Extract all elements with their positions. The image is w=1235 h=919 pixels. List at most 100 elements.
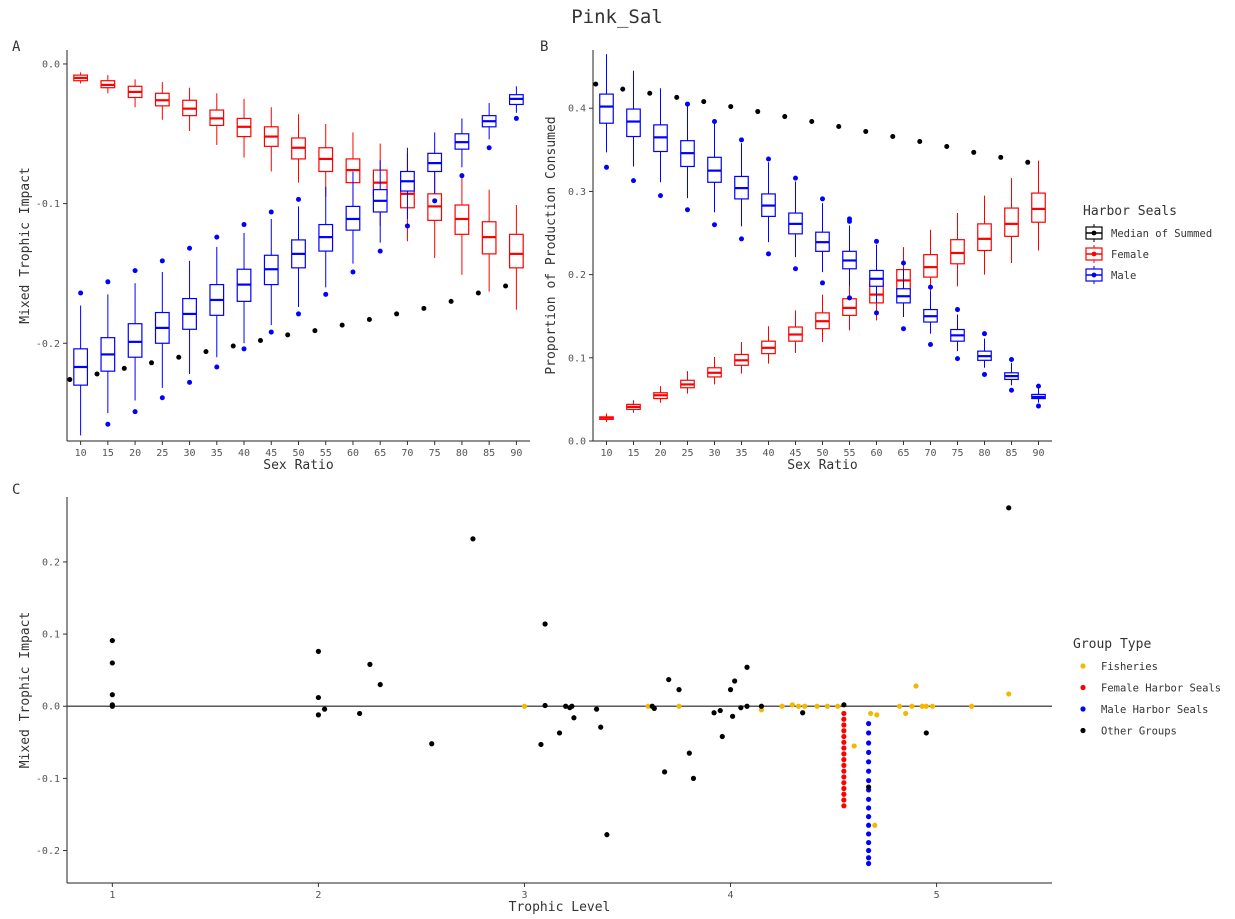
male-harbor-seals-point [866,860,872,867]
male-outlier-point [132,409,138,415]
median-of-summed-point [782,114,788,120]
fisheries-point [872,822,878,828]
fisheries-point [923,703,929,709]
y-tick-label: 0.2 [42,557,60,568]
median-of-summed-point [728,104,734,110]
female-harbor-seals-point [841,762,847,768]
legend-key-dot [1080,727,1086,734]
male-outlier-point [105,279,111,285]
median-of-summed-point [944,144,950,150]
female-harbor-seals-point [841,780,847,786]
male-harbor-seals-point [866,805,872,811]
female-harbor-seals-point [841,728,847,734]
x-tick-label: 80 [456,448,468,459]
panel-tag-c: C [12,482,20,498]
female-harbor-seals-point [841,791,847,797]
male-outlier-point [982,331,987,337]
y-tick-label: 0.2 [568,270,586,281]
male-outlier-point [459,173,465,179]
male-outlier-point [847,216,852,222]
other-groups-point [717,707,723,714]
male-outlier-point [874,238,879,244]
panel-tag-a: A [12,39,21,55]
x-tick-label: 30 [184,448,196,459]
male-outlier-point [631,178,636,184]
legend-label: Male Harbor Seals [1101,704,1208,716]
legend-key-dot [1091,251,1097,257]
legend-key-dot [1080,684,1086,691]
x-tick-label: 75 [429,448,441,459]
median-of-summed-point [971,149,977,155]
y-tick-label: 0.0 [568,437,586,448]
male-outlier-point [793,175,798,181]
male-outlier-point [982,371,987,377]
male-box [599,93,614,124]
median-of-summed-point [448,298,454,304]
other-groups-point [315,648,322,655]
x-axis-title: Sex Ratio [263,458,333,473]
other-groups-point [357,710,363,717]
female-harbor-seals-point [841,745,847,751]
male-harbor-seals-point [866,777,872,784]
male-outlier-point [187,245,193,251]
median-of-summed-point [503,283,509,289]
male-outlier-point [712,119,717,125]
y-tick-label: 0.3 [568,187,586,198]
x-tick-label: 2 [315,890,321,901]
median-of-summed-point [475,290,481,296]
x-tick-label: 60 [870,448,882,459]
other-groups-point [377,681,383,688]
y-tick-label: -0.2 [36,339,60,350]
other-groups-point [744,703,750,709]
other-groups-point [841,702,847,708]
female-box [923,254,938,278]
other-groups-point [732,678,738,684]
x-tick-label: 25 [681,448,693,459]
other-groups-point [866,784,872,790]
fisheries-point [868,710,874,717]
female-box [950,239,965,265]
median-of-summed-point [917,139,923,145]
other-groups-point [690,775,697,781]
panel-a-chart: 0.0 -0.1 -0.2 10 15 20 25 30 35 40 45 50 55 60 65 70 75 8… [18,50,530,473]
male-harbor-seals-point [866,839,872,846]
male-outlier-point [214,364,220,370]
male-outlier-point [820,196,825,202]
male-harbor-seals-point [866,730,872,736]
fisheries-point [814,703,820,709]
male-harbor-seals-point [866,814,872,820]
fisheries-point [521,703,528,709]
other-groups-point [538,741,544,748]
x-tick-label: 45 [265,448,277,459]
other-groups-point [315,694,322,701]
x-tick-label: 65 [374,448,386,459]
fisheries-point [1006,691,1012,697]
x-tick-label: 75 [951,448,963,459]
other-groups-point [569,703,575,709]
legend-label: Fisheries [1101,661,1158,673]
male-outlier-point [685,207,690,213]
fisheries-point [929,703,936,709]
male-outlier-point [901,260,906,266]
male-harbor-seals-point [866,749,872,756]
median-of-summed-point [67,377,73,383]
median-of-summed-point [701,99,707,105]
fisheries-point [909,703,915,709]
female-harbor-seals-point [841,774,847,780]
fisheries-point [874,712,880,718]
x-tick-label: 60 [347,448,359,459]
fisheries-point [919,703,925,709]
male-outlier-point [1036,403,1041,409]
x-tick-label: 85 [483,448,495,459]
male-harbor-seals-point [866,740,872,746]
median-of-summed-point [421,305,427,311]
female-harbor-seals-point [841,716,847,722]
legend-label: Median of Summed [1111,228,1212,240]
median-of-summed-point [176,354,182,360]
x-tick-label: 40 [762,448,774,459]
female-harbor-seals-point [841,733,847,740]
other-groups-point [661,769,668,775]
fisheries-point [758,707,765,713]
other-groups-point [321,706,328,712]
panel-c-chart: 0.2 0.1 0.0 -0.1 -0.2 1 2 3 4 5 Trophic Level Mixed… [18,497,1052,915]
